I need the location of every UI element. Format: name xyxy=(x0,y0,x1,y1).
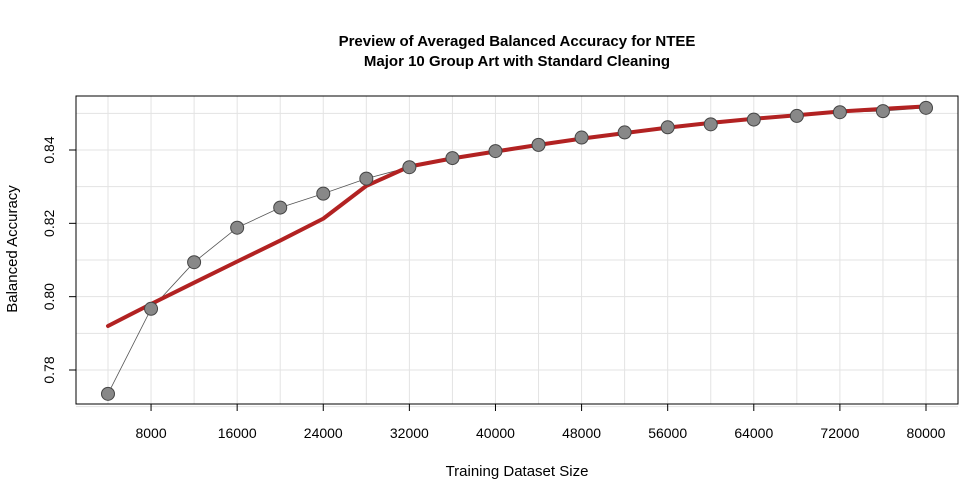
y-tick-label: 0.78 xyxy=(41,356,57,383)
data-point xyxy=(531,137,546,152)
data-point xyxy=(101,386,115,401)
y-axis: 0.78 0.80 0.82 0.84 xyxy=(41,136,77,384)
data-point xyxy=(746,112,761,127)
x-tick-label: 24000 xyxy=(304,425,343,441)
data-point xyxy=(617,125,632,140)
x-tick-label: 40000 xyxy=(476,425,515,441)
data-point xyxy=(359,171,374,186)
y-tick-label: 0.80 xyxy=(41,283,57,310)
y-tick-label: 0.84 xyxy=(41,136,57,163)
data-point xyxy=(230,220,245,235)
x-tick-label: 72000 xyxy=(820,425,859,441)
series-layer xyxy=(101,100,933,401)
x-tick-label: 80000 xyxy=(907,425,946,441)
data-point xyxy=(832,105,847,120)
data-point xyxy=(187,255,202,270)
y-axis-label: Balanced Accuracy xyxy=(4,185,21,313)
data-point xyxy=(488,144,503,159)
data-point xyxy=(445,151,460,166)
data-point xyxy=(703,117,718,132)
x-tick-label: 8000 xyxy=(135,425,166,441)
data-point xyxy=(316,186,331,201)
data-point xyxy=(273,200,288,215)
raw-series-line xyxy=(107,107,927,394)
chart-title-line-2: Major 10 Group Art with Standard Cleanin… xyxy=(364,53,670,70)
x-tick-label: 48000 xyxy=(562,425,601,441)
plot-frame xyxy=(75,95,959,405)
y-tick-label: 0.82 xyxy=(41,209,57,236)
data-point xyxy=(789,108,804,123)
data-point xyxy=(875,104,890,119)
x-tick-label: 16000 xyxy=(218,425,257,441)
x-tick-label: 64000 xyxy=(734,425,773,441)
smoothed-series-line xyxy=(106,104,928,328)
data-point xyxy=(144,301,159,316)
chart-title-line-1: Preview of Averaged Balanced Accuracy fo… xyxy=(339,33,696,50)
data-point xyxy=(919,100,933,115)
x-tick-label: 56000 xyxy=(648,425,687,441)
x-axis: 8000 16000 24000 32000 40000 48000 56000 64000 7… xyxy=(135,403,946,441)
x-axis-label: Training Dataset Size xyxy=(446,463,589,480)
x-tick-label: 32000 xyxy=(390,425,429,441)
data-point xyxy=(574,130,589,145)
data-point xyxy=(660,120,675,135)
data-point xyxy=(402,160,417,175)
